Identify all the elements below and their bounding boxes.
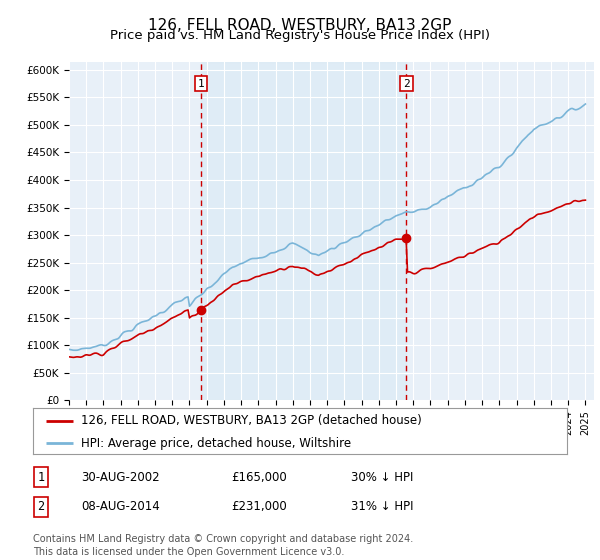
Text: £231,000: £231,000	[231, 500, 287, 514]
Text: 30-AUG-2002: 30-AUG-2002	[81, 470, 160, 484]
Text: £165,000: £165,000	[231, 470, 287, 484]
Text: 2: 2	[37, 500, 44, 514]
Text: 126, FELL ROAD, WESTBURY, BA13 2GP (detached house): 126, FELL ROAD, WESTBURY, BA13 2GP (deta…	[81, 414, 422, 427]
Text: 2: 2	[403, 78, 410, 88]
Bar	[201, 62, 406, 400]
Text: 126, FELL ROAD, WESTBURY, BA13 2GP: 126, FELL ROAD, WESTBURY, BA13 2GP	[148, 18, 452, 34]
Text: HPI: Average price, detached house, Wiltshire: HPI: Average price, detached house, Wilt…	[81, 437, 351, 450]
Text: 1: 1	[197, 78, 204, 88]
Text: 1: 1	[37, 470, 44, 484]
Text: 31% ↓ HPI: 31% ↓ HPI	[351, 500, 413, 514]
Text: 08-AUG-2014: 08-AUG-2014	[81, 500, 160, 514]
Text: Contains HM Land Registry data © Crown copyright and database right 2024.
This d: Contains HM Land Registry data © Crown c…	[33, 534, 413, 557]
Text: Price paid vs. HM Land Registry's House Price Index (HPI): Price paid vs. HM Land Registry's House …	[110, 29, 490, 42]
Text: 30% ↓ HPI: 30% ↓ HPI	[351, 470, 413, 484]
